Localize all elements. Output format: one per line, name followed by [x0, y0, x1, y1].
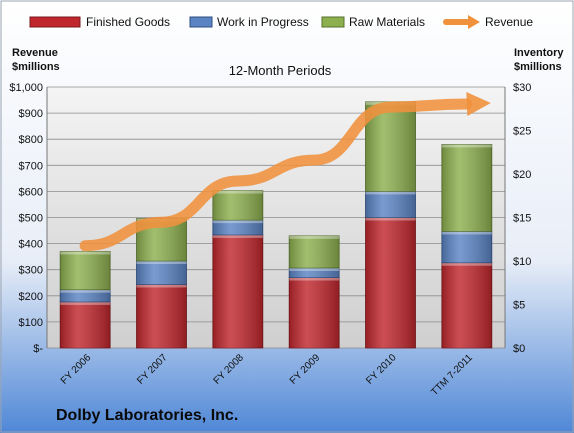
revenue-line-layer: [79, 91, 491, 252]
bar-highlight: [289, 235, 340, 239]
bar-highlight: [289, 267, 340, 271]
bar-highlight: [212, 234, 263, 238]
right-tick-label: $5: [513, 300, 525, 312]
right-tick-label: $30: [513, 82, 531, 94]
legend-swatch-finished-goods: [29, 16, 81, 28]
bar-shading: [136, 261, 187, 285]
legend-label-raw-materials: Raw Materials: [349, 15, 425, 29]
left-tick-label: $600: [19, 186, 43, 198]
left-tick-label: $500: [19, 213, 43, 225]
bar-highlight: [212, 220, 263, 224]
bar-highlight: [60, 251, 111, 255]
right-tick-label: $15: [513, 213, 531, 225]
gridlines: [46, 86, 506, 349]
bar-shading: [365, 191, 416, 218]
left-tick-label: $200: [19, 291, 43, 303]
bar-shading: [60, 289, 111, 302]
legend-swatch-raw-materials: [321, 16, 345, 28]
legend-label-revenue: Revenue: [485, 15, 533, 29]
bar-highlight: [212, 190, 263, 194]
left-tick-label: $1,000: [9, 82, 43, 94]
bar-highlight: [136, 261, 187, 264]
bar-highlight: [441, 144, 492, 148]
left-tick-label: $300: [19, 265, 43, 277]
bar-highlight: [289, 277, 340, 281]
bar-shading: [441, 231, 492, 263]
left-axis-title-line1: Revenue: [12, 47, 58, 59]
left-tick-label: $800: [19, 134, 43, 146]
bar-shading: [289, 235, 340, 268]
left-axis-ticks: $- $100 $200 $300 $400 $500 $600 $700 $800 $900 $1…: [9, 82, 43, 355]
legend-arrowhead-revenue: [468, 15, 480, 29]
bar-shading: [289, 277, 340, 348]
left-tick-label: $100: [19, 317, 43, 329]
company-name: Dolby Laboratories, Inc.: [56, 407, 238, 424]
legend-swatch-work-in-progress: [189, 16, 213, 28]
right-tick-label: $0: [513, 343, 525, 355]
revenue-line: [79, 98, 473, 252]
bar-shading: [212, 190, 263, 221]
legend-label-work-in-progress: Work in Progress: [217, 15, 309, 29]
bar-shading: [441, 144, 492, 232]
bar-shading: [136, 284, 187, 348]
left-tick-label: $700: [19, 160, 43, 172]
right-axis-title-line2: $millions: [514, 61, 562, 73]
bar-highlight: [441, 231, 492, 235]
bar-highlight: [365, 191, 416, 195]
bar-shading: [212, 220, 263, 235]
bar-shading: [60, 301, 111, 348]
right-axis-title-line1: Inventory: [514, 47, 564, 59]
bars: [59, 101, 493, 349]
left-tick-label: $400: [19, 239, 43, 251]
chart-subtitle: 12-Month Periods: [229, 63, 332, 78]
legend: Finished Goods Work in Progress Raw Mate…: [29, 15, 533, 29]
bar-highlight: [136, 284, 187, 288]
right-tick-label: $20: [513, 169, 531, 181]
bar-highlight: [60, 289, 111, 293]
right-axis-ticks: $0 $5 $10 $15 $20 $25 $30: [513, 82, 531, 355]
right-tick-label: $10: [513, 256, 531, 268]
bar-highlight: [365, 217, 416, 221]
bar-highlight: [441, 262, 492, 266]
right-tick-label: $25: [513, 126, 531, 138]
bar-shading: [212, 234, 263, 348]
legend-label-finished-goods: Finished Goods: [86, 15, 170, 29]
bar-shading: [289, 267, 340, 278]
left-tick-label: $900: [19, 108, 43, 120]
bar-highlight: [60, 301, 111, 305]
left-axis-title-line2: $millions: [12, 61, 60, 73]
bar-shading: [441, 262, 492, 348]
left-tick-label: $-: [33, 343, 43, 355]
bar-shading: [60, 251, 111, 290]
revenue-arrowhead: [466, 91, 491, 116]
bar-shading: [365, 217, 416, 348]
